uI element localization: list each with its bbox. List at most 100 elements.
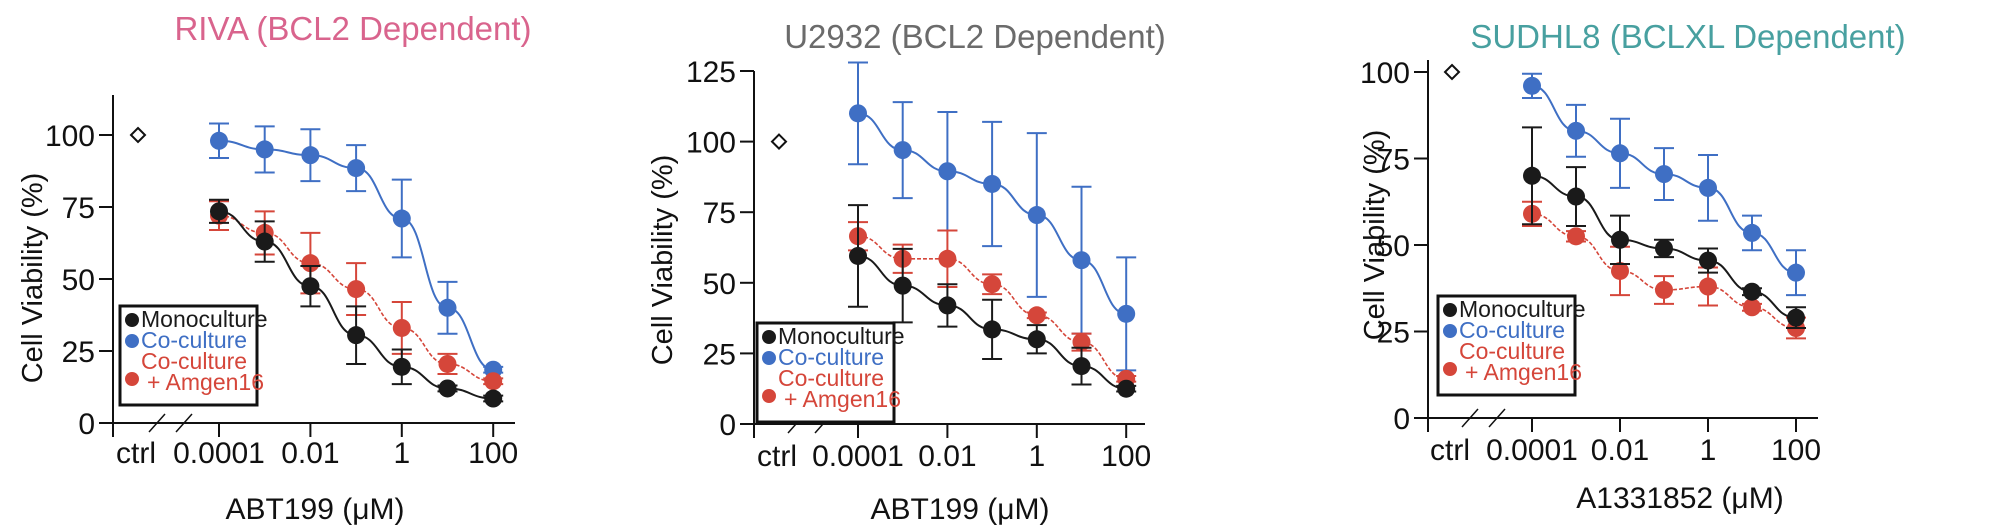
panel-riva: RIVA (BCL2 Dependent) Cell Viability (%)…	[17, 10, 532, 526]
data-point	[1567, 121, 1585, 140]
data-point	[1743, 282, 1761, 301]
data-point	[301, 277, 320, 296]
data-point	[1027, 206, 1046, 225]
series-monoculture	[848, 204, 1137, 398]
legend-marker-monoculture	[125, 313, 139, 327]
x-tick-label-ctrl: ctrl	[1430, 434, 1470, 467]
axes: 0 25 50 75 100 125 0.0001 0.01 1 100 ctrl	[686, 56, 1151, 473]
data-point	[392, 357, 411, 376]
y-axis-label: Cell Viability (%)	[647, 155, 679, 366]
data-point	[1567, 187, 1585, 206]
legend-marker-coculture	[125, 334, 139, 348]
legend-label-monoculture: Monoculture	[778, 323, 905, 349]
y-tick-label: 75	[703, 197, 736, 230]
data-point	[1611, 144, 1629, 163]
data-point	[1117, 379, 1136, 398]
y-tick-label: 25	[62, 336, 95, 369]
data-point	[983, 320, 1002, 339]
legend-marker-coculture	[762, 351, 776, 365]
axis-break-mark	[1488, 408, 1506, 428]
y-tick-label: 100	[686, 127, 736, 160]
data-point	[1027, 306, 1046, 325]
x-tick-label: 100	[1771, 434, 1821, 467]
y-tick-label: 0	[1393, 403, 1410, 436]
data-point	[1655, 239, 1673, 258]
data-point	[392, 209, 411, 228]
data-point	[347, 326, 366, 345]
data-point	[983, 275, 1002, 294]
data-point	[983, 174, 1002, 193]
data-point	[1611, 230, 1629, 249]
x-tick-label: 100	[1101, 440, 1151, 473]
legend-label-coculture_amgen16: + Amgen16	[784, 386, 901, 412]
data-point	[484, 372, 503, 391]
x-axis-label: ABT199 (μM)	[226, 493, 405, 526]
data-point	[893, 141, 912, 160]
y-tick-label: 75	[62, 192, 95, 225]
data-point	[1743, 298, 1761, 317]
y-tick-label: 125	[686, 56, 736, 89]
y-tick-label: 25	[1377, 317, 1410, 350]
data-point	[938, 162, 957, 181]
axis-break-mark	[1461, 408, 1479, 428]
data-point	[1611, 261, 1629, 280]
data-point	[347, 159, 366, 178]
legend-marker-coculture_amgen16	[125, 372, 139, 386]
legend-box	[755, 321, 896, 424]
x-axis-label: A1331852 (μM)	[1576, 482, 1783, 515]
data-point	[849, 104, 867, 123]
axes: 0 25 50 75 100 0.0001 0.01 1 100 ctrl	[45, 95, 518, 470]
data-point	[210, 202, 228, 221]
x-tick-label: 1	[393, 437, 410, 470]
data-point	[347, 280, 366, 299]
series-monoculture	[209, 198, 504, 408]
legend-label-coculture: Co-culture	[1459, 317, 1565, 343]
legend-label-monoculture: Monoculture	[141, 306, 268, 332]
y-tick-label: 75	[1377, 144, 1410, 177]
data-point	[1699, 178, 1717, 197]
x-tick-label-ctrl: ctrl	[116, 437, 156, 470]
data-point	[438, 379, 457, 398]
y-axis-label: Cell Viability (%)	[1359, 130, 1391, 341]
data-point	[1027, 330, 1046, 349]
panel-sudhl8: SUDHL8 (BCLXL Dependent) Cell Viability …	[1359, 18, 1906, 515]
data-point	[1743, 223, 1761, 242]
legend-label-monoculture: Monoculture	[1459, 296, 1586, 322]
data-point	[210, 131, 228, 150]
data-point	[301, 146, 320, 165]
legend-label-coculture_amgen16: Co-culture	[778, 365, 884, 391]
axes: 0 25 50 75 100 0.0001 0.01 1 100 ctrl	[1360, 57, 1821, 467]
plot-area	[129, 122, 504, 408]
data-point	[1699, 277, 1717, 296]
legend-marker-coculture_amgen16	[1443, 362, 1457, 376]
panel-u2932: U2932 (BCL2 Dependent) Cell Viability (%…	[647, 18, 1166, 526]
legend-marker-monoculture	[762, 330, 776, 344]
x-tick-label-ctrl: ctrl	[757, 440, 797, 473]
y-tick-label: 0	[78, 408, 95, 441]
y-tick-label: 100	[1360, 57, 1410, 90]
legend-label-coculture: Co-culture	[141, 327, 247, 353]
panel-title: RIVA (BCL2 Dependent)	[174, 10, 531, 47]
panel-title: SUDHL8 (BCLXL Dependent)	[1470, 18, 1905, 55]
legend-box	[118, 304, 259, 407]
series-coculture	[848, 61, 1137, 372]
data-point	[1787, 263, 1805, 282]
data-point	[301, 254, 320, 273]
x-tick-label: 1	[1700, 434, 1717, 467]
legend-label-coculture_amgen16: + Amgen16	[147, 369, 264, 395]
ctrl-diamond-marker	[129, 126, 147, 144]
legend-marker-monoculture	[1443, 303, 1457, 317]
x-tick-label: 0.0001	[173, 437, 265, 470]
series-monoculture	[1522, 126, 1806, 330]
y-tick-label: 50	[62, 264, 95, 297]
legend-label-coculture: Co-culture	[778, 344, 884, 370]
data-point	[893, 276, 912, 295]
data-point	[1567, 227, 1585, 246]
x-tick-label: 0.0001	[1486, 434, 1578, 467]
data-point	[1655, 280, 1673, 299]
legend-label-coculture_amgen16: + Amgen16	[1465, 359, 1582, 385]
